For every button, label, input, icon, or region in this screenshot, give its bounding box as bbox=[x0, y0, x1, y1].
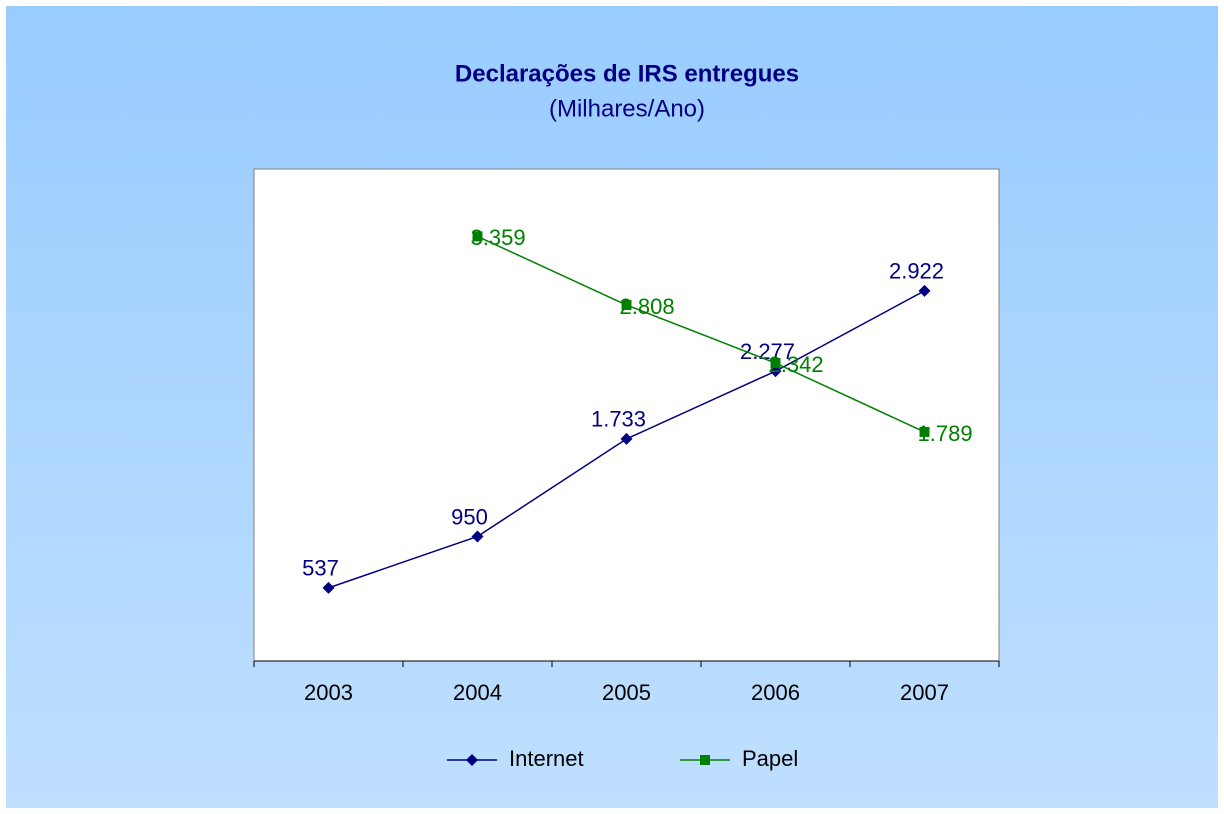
data-point bbox=[620, 432, 633, 445]
data-point bbox=[472, 231, 483, 242]
data-label: 1.733 bbox=[591, 407, 646, 432]
data-point bbox=[322, 581, 335, 594]
x-tick-label: 2005 bbox=[602, 680, 651, 705]
data-label: 2.922 bbox=[889, 259, 944, 284]
x-tick-label: 2006 bbox=[751, 680, 800, 705]
legend-label: Papel bbox=[742, 746, 798, 771]
series-line bbox=[477, 235, 925, 433]
data-label: 2.342 bbox=[769, 352, 824, 377]
legend-marker bbox=[700, 755, 710, 765]
data-point bbox=[471, 530, 484, 543]
x-tick-label: 2003 bbox=[304, 680, 353, 705]
data-label: 3.359 bbox=[471, 225, 526, 250]
plot-area bbox=[253, 168, 1000, 662]
data-point bbox=[769, 365, 782, 378]
data-label: 537 bbox=[302, 556, 339, 581]
data-point bbox=[918, 284, 931, 297]
legend-marker bbox=[466, 754, 478, 766]
data-label: 2.808 bbox=[620, 294, 675, 319]
x-tick-label: 2007 bbox=[900, 680, 949, 705]
chart-subtitle: (Milhares/Ano) bbox=[549, 95, 705, 122]
x-tick-label: 2004 bbox=[453, 680, 502, 705]
data-point bbox=[621, 300, 632, 311]
data-point bbox=[770, 358, 781, 369]
data-label: 950 bbox=[451, 504, 488, 529]
legend-label: Internet bbox=[509, 746, 584, 771]
data-label: 1.789 bbox=[918, 421, 973, 446]
chart-title: Declarações de IRS entregues bbox=[455, 60, 799, 87]
data-point bbox=[919, 426, 930, 437]
